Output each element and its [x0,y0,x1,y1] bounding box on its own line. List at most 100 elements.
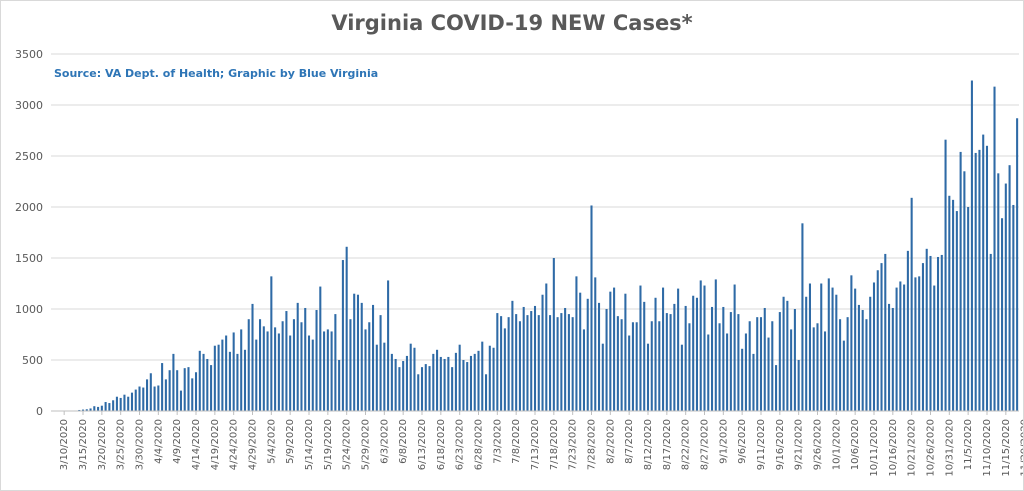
bar [710,306,714,411]
y-tick-label: 3500 [15,48,43,61]
bar [134,389,137,411]
bar [217,344,220,411]
x-tick-label: 8/7/2020 [624,419,635,464]
bar [831,287,834,411]
bar [304,307,307,411]
bar [168,370,171,411]
bar [948,195,951,411]
bar [353,293,356,411]
bar [213,345,216,411]
bar [680,344,683,411]
y-axis-ticks: 0 500 1000 1500 2000 2500 3000 3500 [15,48,43,418]
bar [854,288,857,411]
bar [575,276,578,411]
bar [684,305,687,411]
bar [104,402,107,411]
bar [405,355,408,411]
bar [541,294,544,411]
bar [518,321,521,411]
bar [251,303,254,411]
bar [688,323,691,411]
bar [515,314,518,411]
bar [511,300,514,411]
bar [97,406,100,411]
bar [733,284,736,411]
bar [805,296,808,411]
y-tick-label: 500 [22,354,43,367]
bar [198,350,201,411]
bar [827,278,830,411]
bar [375,344,378,411]
bar [692,295,695,411]
bar [447,356,450,411]
bar [703,285,706,411]
bar [334,314,337,411]
bar [775,365,778,411]
bar [368,322,371,411]
x-tick-label: 4/14/2020 [191,419,202,470]
bar [861,310,864,411]
bar [81,409,85,411]
bar [763,307,766,411]
x-tick-label: 9/11/2020 [756,419,767,470]
bar [835,294,838,411]
x-axis-ticks: 3/10/2020 3/15/2020 3/20/2020 3/25/2020 3/30… [59,411,1023,477]
bar [356,294,360,411]
bar [349,319,352,411]
bar [1004,183,1007,411]
bar [270,276,273,411]
bar [654,297,657,411]
bar [289,335,292,411]
bar [232,332,235,411]
bar [695,297,698,411]
bar [492,347,495,411]
x-tick-label: 6/18/2020 [436,419,447,470]
bar [533,305,537,411]
bar [624,293,627,411]
bar [183,368,186,411]
x-tick-label: 7/18/2020 [549,419,560,470]
x-tick-label: 10/16/2020 [888,419,899,477]
x-tick-label: 3/15/2020 [78,419,89,470]
bar [413,347,416,411]
y-tick-label: 0 [36,405,43,418]
x-tick-label: 9/26/2020 [812,419,823,470]
bar [552,258,555,411]
bar [496,313,499,411]
bar [469,355,473,411]
bar [707,334,710,411]
bar [650,321,653,411]
bar [808,283,811,411]
bar [394,358,397,411]
bar [428,366,431,411]
x-tick-label: 6/13/2020 [417,419,428,470]
bar [266,331,269,411]
x-tick-label: 10/11/2020 [869,419,880,477]
bar [929,255,932,411]
bar [417,374,420,411]
x-tick-label: 7/3/2020 [492,419,503,464]
y-tick-label: 2000 [15,201,43,214]
x-tick-label: 5/4/2020 [266,419,277,464]
bar [526,315,529,411]
bar [816,323,819,411]
x-tick-label: 11/20/2020 [1020,419,1023,477]
bar [820,283,823,411]
bar [259,319,262,411]
bar [454,352,457,411]
bar [326,329,329,411]
bar [771,321,774,411]
bar [560,313,563,411]
gridlines [51,53,1019,361]
bar [296,302,299,411]
x-tick-label: 10/1/2020 [831,419,842,470]
bar [507,317,510,411]
bar [530,311,533,411]
bar [315,310,318,411]
x-tick-label: 6/3/2020 [379,419,390,464]
bar [989,253,992,411]
bar [748,321,751,411]
x-tick-label: 5/24/2020 [342,419,353,470]
x-tick-label: 10/21/2020 [907,419,918,477]
bar [714,279,717,411]
